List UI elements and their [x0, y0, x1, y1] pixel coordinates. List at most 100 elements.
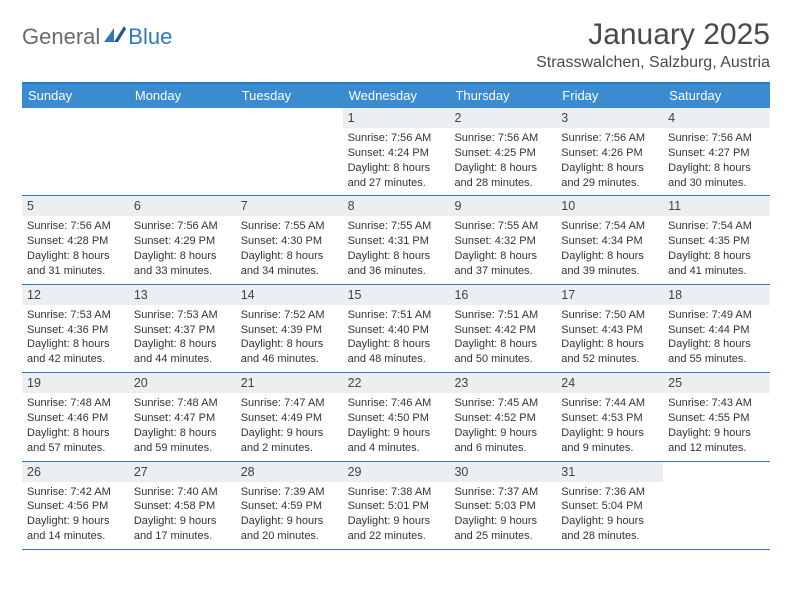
day-cell: 18Sunrise: 7:49 AMSunset: 4:44 PMDayligh…	[663, 285, 770, 372]
day-day2: and 14 minutes.	[27, 529, 124, 544]
day-sunset: Sunset: 4:35 PM	[668, 234, 765, 249]
day-cell: 22Sunrise: 7:46 AMSunset: 4:50 PMDayligh…	[343, 373, 450, 460]
day-day1: Daylight: 9 hours	[134, 514, 231, 529]
day-sunset: Sunset: 4:44 PM	[668, 323, 765, 338]
day-number: 21	[236, 373, 343, 393]
day-sunrise: Sunrise: 7:36 AM	[561, 485, 658, 500]
day-day1: Daylight: 8 hours	[348, 249, 445, 264]
day-day2: and 57 minutes.	[27, 441, 124, 456]
day-cell: 24Sunrise: 7:44 AMSunset: 4:53 PMDayligh…	[556, 373, 663, 460]
day-cell: 7Sunrise: 7:55 AMSunset: 4:30 PMDaylight…	[236, 196, 343, 283]
day-body: Sunrise: 7:42 AMSunset: 4:56 PMDaylight:…	[22, 482, 129, 549]
day-sunrise: Sunrise: 7:47 AM	[241, 396, 338, 411]
day-body: Sunrise: 7:56 AMSunset: 4:28 PMDaylight:…	[22, 216, 129, 283]
day-cell: 19Sunrise: 7:48 AMSunset: 4:46 PMDayligh…	[22, 373, 129, 460]
day-day2: and 37 minutes.	[454, 264, 551, 279]
day-day1: Daylight: 9 hours	[668, 426, 765, 441]
day-day1: Daylight: 8 hours	[241, 337, 338, 352]
weekday-mon: Monday	[129, 84, 236, 108]
day-body: Sunrise: 7:37 AMSunset: 5:03 PMDaylight:…	[449, 482, 556, 549]
day-cell: 29Sunrise: 7:38 AMSunset: 5:01 PMDayligh…	[343, 462, 450, 549]
day-cell: 4Sunrise: 7:56 AMSunset: 4:27 PMDaylight…	[663, 108, 770, 195]
day-number: 20	[129, 373, 236, 393]
day-sunset: Sunset: 4:26 PM	[561, 146, 658, 161]
day-number: 1	[343, 108, 450, 128]
week-row: 26Sunrise: 7:42 AMSunset: 4:56 PMDayligh…	[22, 462, 770, 550]
day-number: 6	[129, 196, 236, 216]
day-sunset: Sunset: 4:43 PM	[561, 323, 658, 338]
day-sunset: Sunset: 4:36 PM	[27, 323, 124, 338]
day-body: Sunrise: 7:51 AMSunset: 4:40 PMDaylight:…	[343, 305, 450, 372]
day-sunset: Sunset: 4:40 PM	[348, 323, 445, 338]
day-cell: 28Sunrise: 7:39 AMSunset: 4:59 PMDayligh…	[236, 462, 343, 549]
day-body: Sunrise: 7:53 AMSunset: 4:36 PMDaylight:…	[22, 305, 129, 372]
day-sunrise: Sunrise: 7:56 AM	[454, 131, 551, 146]
day-day2: and 46 minutes.	[241, 352, 338, 367]
day-day2: and 41 minutes.	[668, 264, 765, 279]
day-number: 23	[449, 373, 556, 393]
day-sunrise: Sunrise: 7:54 AM	[561, 219, 658, 234]
day-cell: 6Sunrise: 7:56 AMSunset: 4:29 PMDaylight…	[129, 196, 236, 283]
day-sunset: Sunset: 4:50 PM	[348, 411, 445, 426]
day-day1: Daylight: 8 hours	[454, 337, 551, 352]
day-sunset: Sunset: 4:56 PM	[27, 499, 124, 514]
day-body: Sunrise: 7:54 AMSunset: 4:35 PMDaylight:…	[663, 216, 770, 283]
day-day1: Daylight: 9 hours	[454, 514, 551, 529]
day-sunset: Sunset: 4:42 PM	[454, 323, 551, 338]
day-number: 3	[556, 108, 663, 128]
weekday-sat: Saturday	[663, 84, 770, 108]
day-body: Sunrise: 7:36 AMSunset: 5:04 PMDaylight:…	[556, 482, 663, 549]
day-body: Sunrise: 7:56 AMSunset: 4:29 PMDaylight:…	[129, 216, 236, 283]
day-day2: and 28 minutes.	[561, 529, 658, 544]
day-cell	[22, 108, 129, 195]
day-cell: 3 Sunrise: 7:56 AMSunset: 4:26 PMDaylight…	[556, 108, 663, 195]
day-sunrise: Sunrise: 7:56 AM	[561, 131, 658, 146]
day-sunset: Sunset: 4:37 PM	[134, 323, 231, 338]
day-number: 22	[343, 373, 450, 393]
day-sunset: Sunset: 4:47 PM	[134, 411, 231, 426]
day-sunset: Sunset: 4:32 PM	[454, 234, 551, 249]
day-sunset: Sunset: 4:34 PM	[561, 234, 658, 249]
day-day1: Daylight: 8 hours	[561, 161, 658, 176]
day-sunset: Sunset: 4:30 PM	[241, 234, 338, 249]
day-day1: Daylight: 9 hours	[348, 514, 445, 529]
day-sunrise: Sunrise: 7:50 AM	[561, 308, 658, 323]
location: Strasswalchen, Salzburg, Austria	[536, 54, 770, 72]
day-number: 12	[22, 285, 129, 305]
day-body: Sunrise: 7:44 AMSunset: 4:53 PMDaylight:…	[556, 393, 663, 460]
day-day1: Daylight: 9 hours	[561, 426, 658, 441]
day-day1: Daylight: 8 hours	[134, 337, 231, 352]
day-cell: 15Sunrise: 7:51 AMSunset: 4:40 PMDayligh…	[343, 285, 450, 372]
day-sunrise: Sunrise: 7:54 AM	[668, 219, 765, 234]
day-body: Sunrise: 7:48 AMSunset: 4:46 PMDaylight:…	[22, 393, 129, 460]
day-cell: 9Sunrise: 7:55 AMSunset: 4:32 PMDaylight…	[449, 196, 556, 283]
day-sunrise: Sunrise: 7:55 AM	[241, 219, 338, 234]
day-cell: 12Sunrise: 7:53 AMSunset: 4:36 PMDayligh…	[22, 285, 129, 372]
day-body: Sunrise: 7:39 AMSunset: 4:59 PMDaylight:…	[236, 482, 343, 549]
day-day2: and 2 minutes.	[241, 441, 338, 456]
day-sunrise: Sunrise: 7:44 AM	[561, 396, 658, 411]
day-body: Sunrise: 7:55 AMSunset: 4:31 PMDaylight:…	[343, 216, 450, 283]
day-day1: Daylight: 8 hours	[27, 426, 124, 441]
weekday-thu: Thursday	[449, 84, 556, 108]
day-sunrise: Sunrise: 7:53 AM	[134, 308, 231, 323]
calendar-page: General Blue January 2025 Strasswalchen,…	[0, 0, 792, 550]
day-day2: and 39 minutes.	[561, 264, 658, 279]
day-number: 29	[343, 462, 450, 482]
day-cell: 30Sunrise: 7:37 AMSunset: 5:03 PMDayligh…	[449, 462, 556, 549]
day-cell	[663, 462, 770, 549]
day-sunrise: Sunrise: 7:38 AM	[348, 485, 445, 500]
day-cell: 14Sunrise: 7:52 AMSunset: 4:39 PMDayligh…	[236, 285, 343, 372]
day-number: 8	[343, 196, 450, 216]
weekday-wed: Wednesday	[343, 84, 450, 108]
day-number: 24	[556, 373, 663, 393]
day-sunrise: Sunrise: 7:46 AM	[348, 396, 445, 411]
day-day2: and 44 minutes.	[134, 352, 231, 367]
logo-text-blue: Blue	[128, 24, 172, 50]
day-day2: and 55 minutes.	[668, 352, 765, 367]
day-day1: Daylight: 8 hours	[241, 249, 338, 264]
day-body: Sunrise: 7:49 AMSunset: 4:44 PMDaylight:…	[663, 305, 770, 372]
day-body: Sunrise: 7:47 AMSunset: 4:49 PMDaylight:…	[236, 393, 343, 460]
day-sunrise: Sunrise: 7:40 AM	[134, 485, 231, 500]
month-title: January 2025	[536, 18, 770, 52]
